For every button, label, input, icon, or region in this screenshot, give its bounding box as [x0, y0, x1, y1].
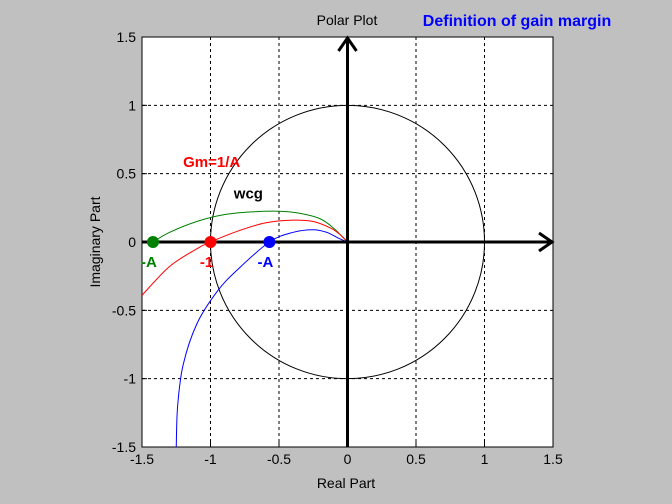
annotation-label: Gm=1/A	[183, 154, 240, 171]
crossing-point-marker	[204, 236, 217, 248]
y-axis-label: Imaginary Part	[87, 196, 103, 287]
x-tick-label: -1.5	[130, 451, 154, 467]
y-tick-label: -1.5	[112, 439, 136, 455]
chart-title: Polar Plot	[317, 12, 378, 28]
y-tick-label: 1.5	[117, 29, 137, 45]
marker-label: -A	[257, 254, 273, 271]
x-tick-label: 0	[344, 451, 352, 467]
x-tick-label: -1	[204, 451, 217, 467]
crossing-point-marker	[263, 236, 276, 248]
x-axis-label: Real Part	[317, 475, 375, 491]
markers: -A -1 -A	[141, 236, 276, 271]
y-tick-label: -0.5	[112, 302, 136, 318]
x-tick-label: -0.5	[267, 451, 291, 467]
x-tick-label: 1.5	[543, 451, 563, 467]
y-tick-label: 0	[128, 234, 136, 250]
marker-label: -1	[200, 254, 213, 271]
marker-label: -A	[141, 254, 157, 271]
real-axis-arrowhead	[538, 231, 555, 253]
tick-labels: -1.5 -1 -0.5 0 0.5 1 1.5 1.5 1 0.5 0 -0.5 -1 -1.5	[112, 29, 563, 467]
imaginary-axis-arrowhead	[337, 35, 358, 52]
y-tick-label: 1	[128, 97, 136, 113]
header-note: Definition of gain margin	[423, 13, 611, 30]
annotations: Gm=1/A wcg	[183, 154, 263, 202]
x-tick-label: 1	[481, 451, 489, 467]
y-tick-label: -1	[124, 371, 137, 387]
y-tick-label: 0.5	[117, 166, 137, 182]
annotation-label: wcg	[233, 185, 263, 202]
series-line	[175, 229, 348, 448]
series-line	[152, 210, 348, 243]
crossing-point-marker	[146, 236, 159, 248]
x-tick-label: 0.5	[406, 451, 426, 467]
series-line	[141, 219, 348, 296]
